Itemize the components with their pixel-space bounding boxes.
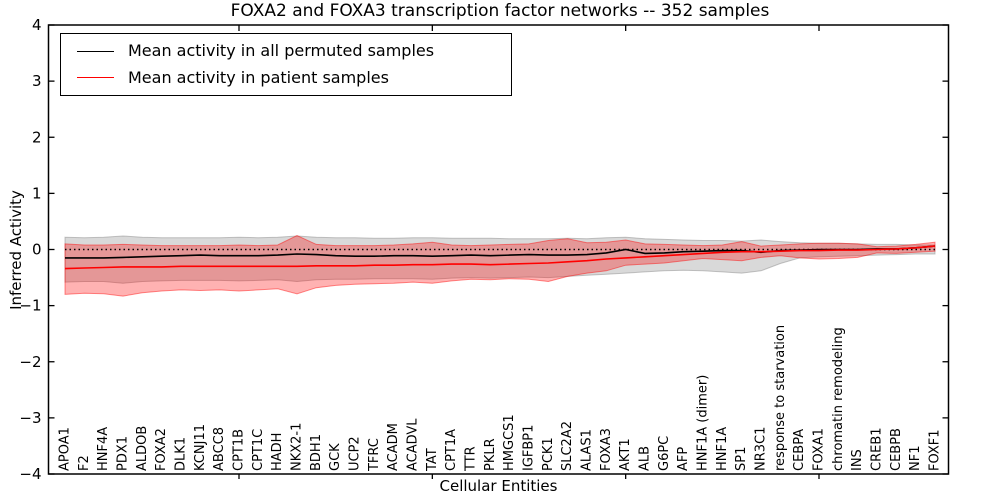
x-category-label: CPT1B [232, 429, 247, 471]
x-category-label: ACADVL [406, 418, 421, 471]
y-tick-label: −1 [19, 297, 41, 315]
x-category-label: CEBPA [792, 429, 807, 471]
x-category-label: INS [850, 449, 865, 471]
y-tick-labels: 4 3 2 1 0 −1 −2 −3 −4 [19, 16, 41, 483]
x-category-label: PDX1 [116, 436, 131, 471]
x-category-label: CREB1 [870, 427, 885, 471]
x-category-label: GCK [328, 443, 343, 471]
y-tick-label: −4 [19, 465, 41, 483]
legend-line-sample-permuted [77, 50, 114, 52]
x-category-label: ABCC8 [212, 427, 227, 471]
x-category-label: HNF1A [715, 427, 730, 471]
chart-title: FOXA2 and FOXA3 transcription factor net… [230, 1, 770, 21]
legend-line-sample-patient [77, 77, 114, 79]
x-category-label: TAT [425, 448, 440, 472]
x-category-label: HNF4A [96, 427, 111, 471]
x-category-label: ALB [638, 446, 653, 471]
x-category-label: ALAS1 [580, 429, 595, 471]
y-tick-label: 0 [32, 241, 42, 259]
x-category-label: UCP2 [348, 436, 363, 471]
y-tick-label: 3 [32, 72, 42, 90]
x-axis-title: Cellular Entities [439, 477, 558, 495]
x-category-label: PCK1 [541, 437, 556, 471]
x-category-label: FOXA3 [599, 428, 614, 471]
x-category-label: APOA1 [58, 427, 73, 471]
x-category-label: TFRC [367, 438, 382, 472]
permuted-confidence-band [64, 235, 936, 284]
x-category-label: SP1 [734, 447, 749, 471]
legend: Mean activity in all permuted samples Me… [60, 33, 512, 96]
x-category-label: CPT1C [251, 429, 266, 471]
patient-mean-line [64, 245, 936, 270]
series-lines [64, 245, 936, 270]
x-category-label: HMGCS1 [502, 414, 517, 471]
y-tick-label: 4 [32, 16, 42, 34]
y-tick-label: 2 [32, 128, 42, 146]
x-category-label: G6PC [657, 436, 672, 471]
x-category-label: TTR [464, 446, 479, 472]
x-category-label: FOXA1 [812, 428, 827, 471]
x-category-label: PKLR [483, 438, 498, 471]
x-category-label: F2 [77, 455, 92, 471]
axes-frame [47, 24, 950, 479]
x-category-label: IGFBP1 [522, 425, 537, 471]
x-category-label: BDH1 [309, 434, 324, 471]
x-category-label: DLK1 [174, 437, 189, 471]
y-tick-label: −3 [19, 409, 41, 427]
x-category-label: ACADM [386, 423, 401, 471]
x-category-label: KCNJ11 [193, 424, 208, 471]
legend-entry-patient: Mean activity in patient samples [77, 65, 511, 91]
x-category-label: ALDOB [135, 426, 150, 471]
x-category-label: response to starvation [773, 325, 788, 471]
legend-label-permuted: Mean activity in all permuted samples [128, 41, 435, 61]
y-tick-label: 1 [32, 184, 42, 202]
x-category-label: AFP [676, 447, 691, 471]
x-category-label: AKT1 [618, 438, 633, 471]
x-category-label: SLC2A2 [560, 421, 575, 471]
x-category-label: NKX2-1 [290, 423, 305, 471]
x-category-label: CEBPB [889, 428, 904, 471]
x-category-label: CPT1A [444, 429, 459, 471]
x-category-label: NF1 [908, 446, 923, 471]
x-category-label: HADH [270, 433, 285, 471]
x-category-label: chromatin remodeling [831, 327, 846, 471]
x-category-label: HNF1A (dimer) [696, 375, 711, 471]
x-category-label: FOXA2 [154, 428, 169, 471]
legend-label-patient: Mean activity in patient samples [128, 67, 389, 87]
y-tick-label: −2 [19, 353, 41, 371]
x-tick-labels: APOA1 F2 HNF4A PDX1 ALDOB FOXA2 DLK1 KCNJ11 ABCC… [58, 325, 943, 472]
legend-entry-permuted: Mean activity in all permuted samples [77, 38, 511, 64]
x-category-label: NR3C1 [754, 427, 769, 471]
x-category-label: FOXF1 [928, 429, 943, 471]
